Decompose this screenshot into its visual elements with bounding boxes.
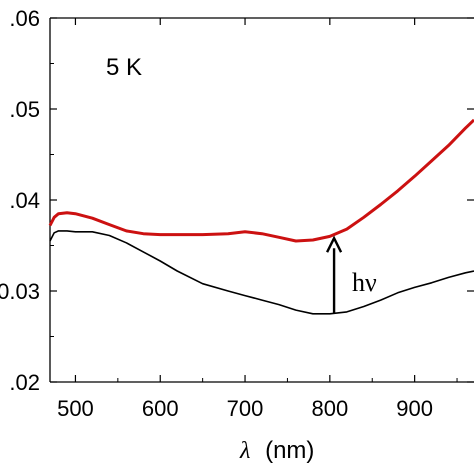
x-tick-label: 900 [396,396,433,421]
x-tick-label: 500 [57,396,94,421]
arrow-head [326,235,343,253]
x-axis-label-unit: (nm) [265,437,314,464]
y-axis: .02 0.03 .04 .05 .06 [0,6,474,395]
x-tick-label: 800 [311,396,348,421]
y-tick-label: .04 [9,188,40,213]
arrow-label: hν [352,268,377,297]
series-line-red [48,118,474,243]
x-tick-label: 600 [142,396,179,421]
x-axis-label-symbol: λ [239,438,250,464]
y-tick-label: .02 [9,370,40,395]
photon-arrow [326,235,343,314]
x-axis: 500 600 700 800 900 [57,18,458,421]
y-tick-label: .06 [9,6,40,31]
series-layer [48,118,474,315]
y-tick-label: 0.03 [0,279,40,304]
x-axis-label: λ (nm) [239,437,314,464]
y-tick-label: .05 [9,97,40,122]
temperature-label: 5 K [106,54,142,81]
x-tick-label: 700 [227,396,264,421]
series-line-black [49,230,474,315]
